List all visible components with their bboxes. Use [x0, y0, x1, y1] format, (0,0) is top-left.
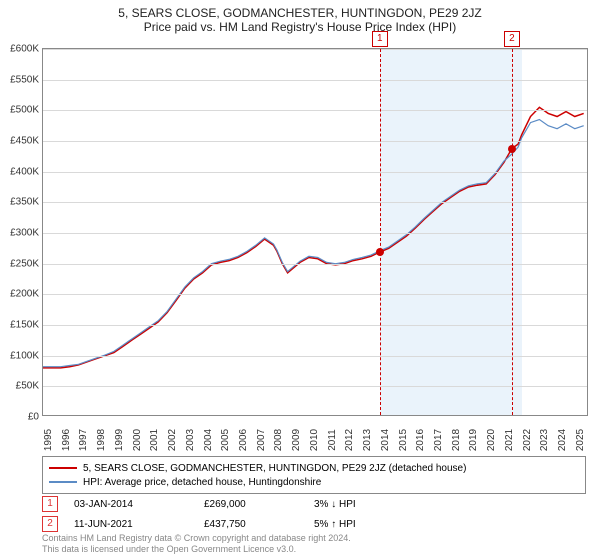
x-tick-label: 2007 [256, 429, 267, 451]
sale-dot [508, 145, 516, 153]
legend-swatch-red [49, 467, 77, 469]
chart-title: 5, SEARS CLOSE, GODMANCHESTER, HUNTINGDO… [0, 0, 600, 34]
y-gridline [43, 141, 587, 142]
y-gridline [43, 110, 587, 111]
x-tick-label: 2013 [362, 429, 373, 451]
x-tick-label: 2020 [486, 429, 497, 451]
x-tick-label: 2008 [273, 429, 284, 451]
x-tick-label: 2025 [575, 429, 586, 451]
y-tick-label: £500K [1, 105, 39, 116]
y-tick-label: £300K [1, 228, 39, 239]
y-tick-label: £550K [1, 74, 39, 85]
y-tick-label: £150K [1, 320, 39, 331]
y-tick-label: £0 [1, 412, 39, 423]
y-tick-label: £100K [1, 350, 39, 361]
legend-row-blue: HPI: Average price, detached house, Hunt… [49, 475, 579, 489]
x-tick-label: 2011 [327, 429, 338, 451]
sale-dot [376, 248, 384, 256]
y-tick-label: £50K [1, 381, 39, 392]
attribution-line-1: Contains HM Land Registry data © Crown c… [42, 533, 351, 545]
chart-container: 5, SEARS CLOSE, GODMANCHESTER, HUNTINGDO… [0, 0, 600, 560]
y-gridline [43, 325, 587, 326]
sale-date-1: 03-JAN-2014 [74, 499, 204, 510]
sale-row-1: 1 03-JAN-2014 £269,000 3% ↓ HPI [42, 496, 586, 512]
x-tick-label: 2001 [149, 429, 160, 451]
y-gridline [43, 264, 587, 265]
sale-row-2: 2 11-JUN-2021 £437,750 5% ↑ HPI [42, 516, 586, 532]
x-tick-label: 2015 [398, 429, 409, 451]
y-tick-label: £200K [1, 289, 39, 300]
y-gridline [43, 202, 587, 203]
y-gridline [43, 80, 587, 81]
x-tick-label: 2021 [504, 429, 515, 451]
legend-row-red: 5, SEARS CLOSE, GODMANCHESTER, HUNTINGDO… [49, 461, 579, 475]
x-tick-label: 2023 [539, 429, 550, 451]
y-gridline [43, 233, 587, 234]
x-tick-label: 2018 [451, 429, 462, 451]
legend-swatch-blue [49, 481, 77, 483]
x-tick-label: 2019 [468, 429, 479, 451]
x-tick-label: 2022 [522, 429, 533, 451]
x-tick-label: 1995 [43, 429, 54, 451]
y-tick-label: £350K [1, 197, 39, 208]
x-tick-label: 2017 [433, 429, 444, 451]
plot-region: £0£50K£100K£150K£200K£250K£300K£350K£400… [42, 48, 588, 416]
sale-marker-2: 2 [42, 516, 58, 532]
x-tick-label: 1996 [61, 429, 72, 451]
sale-marker-box: 1 [372, 31, 388, 47]
title-line-1: 5, SEARS CLOSE, GODMANCHESTER, HUNTINGDO… [0, 6, 600, 20]
legend-label-blue: HPI: Average price, detached house, Hunt… [83, 477, 321, 488]
x-tick-label: 2003 [185, 429, 196, 451]
sale-dash-line [380, 49, 381, 415]
y-gridline [43, 294, 587, 295]
series-blue [43, 120, 584, 367]
y-tick-label: £250K [1, 258, 39, 269]
y-gridline [43, 49, 587, 50]
x-tick-label: 2010 [309, 429, 320, 451]
attribution: Contains HM Land Registry data © Crown c… [42, 533, 351, 556]
x-tick-label: 1997 [78, 429, 89, 451]
x-tick-label: 2005 [220, 429, 231, 451]
sale-date-2: 11-JUN-2021 [74, 519, 204, 530]
sale-marker-box: 2 [504, 31, 520, 47]
chart-area: £0£50K£100K£150K£200K£250K£300K£350K£400… [42, 48, 588, 416]
attribution-line-2: This data is licensed under the Open Gov… [42, 544, 351, 556]
x-tick-label: 1999 [114, 429, 125, 451]
y-gridline [43, 172, 587, 173]
x-tick-label: 2016 [415, 429, 426, 451]
x-tick-label: 1998 [96, 429, 107, 451]
sale-price-1: £269,000 [204, 499, 314, 510]
x-tick-label: 2012 [344, 429, 355, 451]
sale-delta-1: 3% ↓ HPI [314, 499, 356, 510]
y-tick-label: £400K [1, 166, 39, 177]
y-tick-label: £600K [1, 44, 39, 55]
sale-dash-line [512, 49, 513, 415]
x-tick-label: 2009 [291, 429, 302, 451]
y-tick-label: £450K [1, 136, 39, 147]
sale-marker-1: 1 [42, 496, 58, 512]
x-tick-label: 2002 [167, 429, 178, 451]
legend: 5, SEARS CLOSE, GODMANCHESTER, HUNTINGDO… [42, 456, 586, 494]
x-tick-label: 2024 [557, 429, 568, 451]
sale-price-2: £437,750 [204, 519, 314, 530]
sale-delta-2: 5% ↑ HPI [314, 519, 356, 530]
series-red [43, 107, 584, 368]
x-tick-label: 2014 [380, 429, 391, 451]
x-tick-label: 2004 [203, 429, 214, 451]
legend-label-red: 5, SEARS CLOSE, GODMANCHESTER, HUNTINGDO… [83, 463, 466, 474]
y-gridline [43, 386, 587, 387]
x-tick-label: 2000 [132, 429, 143, 451]
x-tick-label: 2006 [238, 429, 249, 451]
y-gridline [43, 356, 587, 357]
